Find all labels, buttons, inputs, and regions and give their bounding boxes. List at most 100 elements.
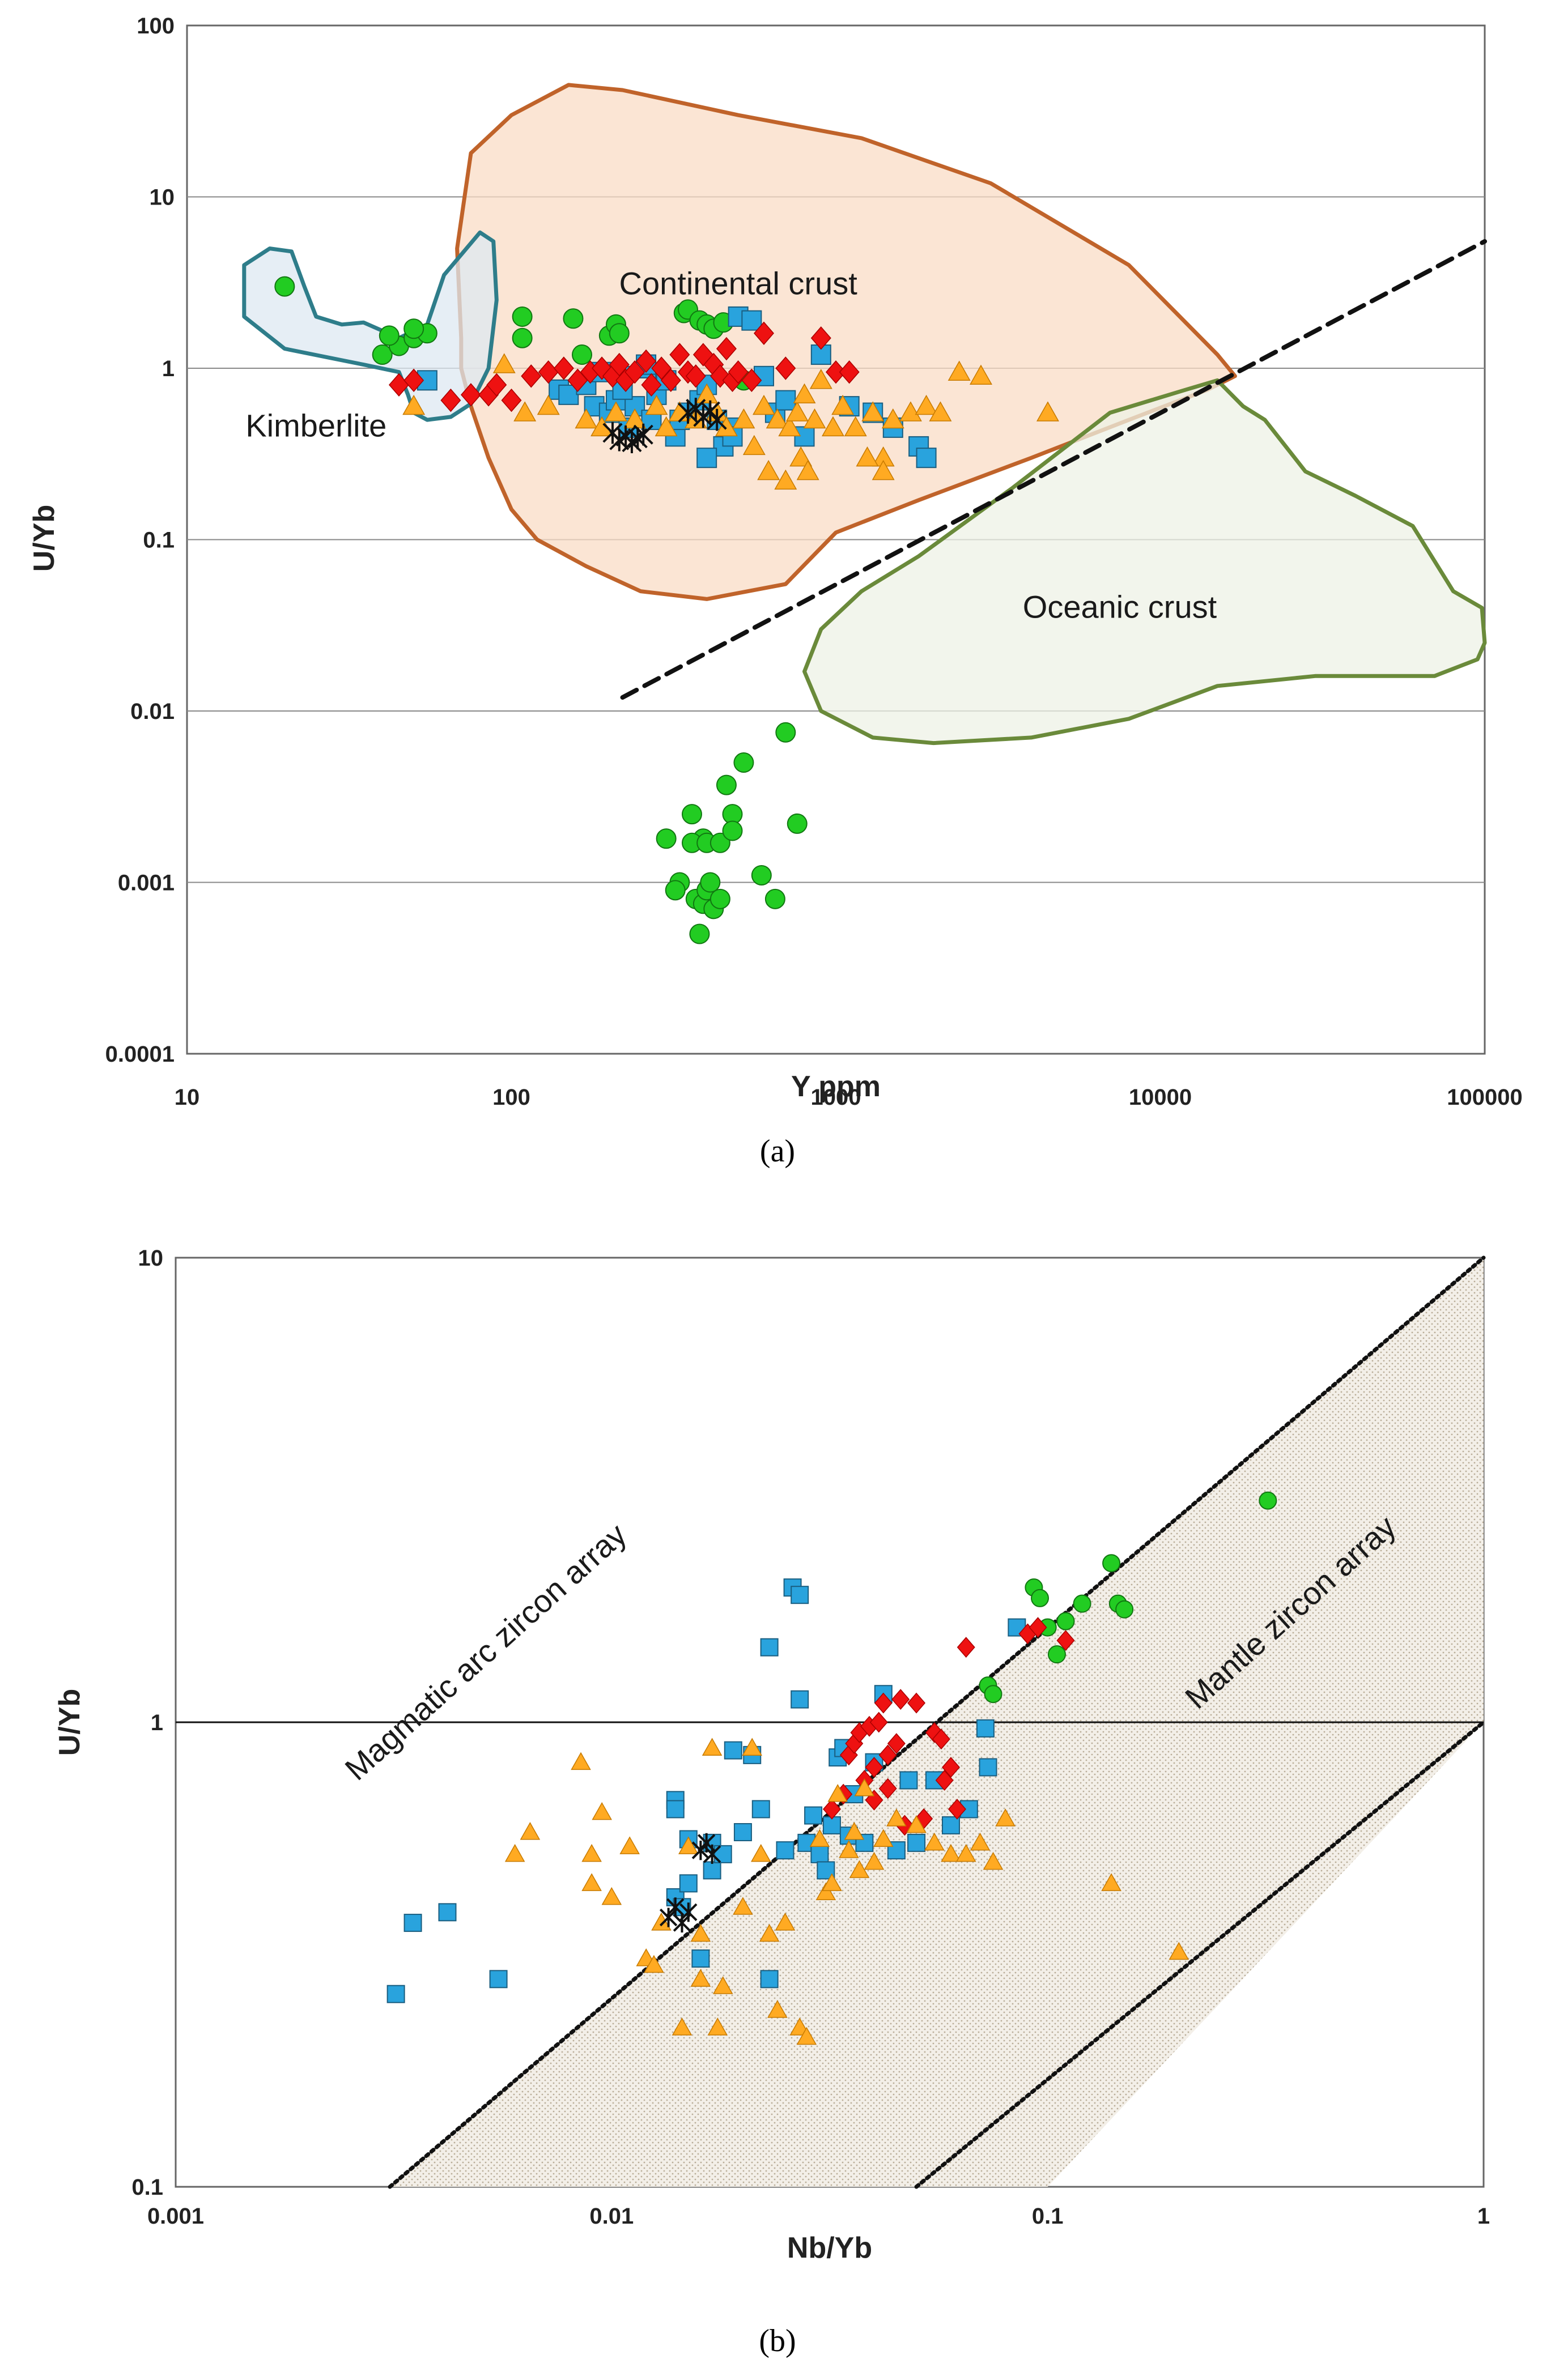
chart-a-point-triangle — [856, 446, 879, 467]
chart-a-point-diamond — [636, 349, 657, 373]
chart-a-point-diamond — [839, 360, 860, 384]
chart-b-point-triangle — [504, 1843, 525, 1862]
chart-b-point-triangle — [983, 1851, 1004, 1870]
chart-b-point-diamond — [948, 1799, 966, 1820]
chart-a-point-square — [741, 310, 762, 331]
chart-a-point-triangle — [695, 383, 719, 404]
chart-b-x-tick-label: 0.01 — [589, 2204, 634, 2229]
chart-a-point-circle — [379, 325, 400, 346]
chart-a-point-star — [633, 423, 653, 446]
chart-b-point-square — [386, 1985, 405, 2003]
chart-b-point-triangle — [702, 1738, 723, 1756]
chart-b-point-diamond — [932, 1728, 950, 1750]
chart-b-point-triangle — [864, 1851, 885, 1870]
chart-a-point-circle — [722, 820, 743, 841]
chart-a-point-circle — [709, 888, 730, 909]
chart-a-caption: (a) — [760, 1134, 795, 1169]
chart-a-point-circle — [700, 872, 721, 893]
chart-b-point-triangle — [839, 1840, 859, 1858]
chart-b-point-circle — [1031, 1589, 1050, 1607]
chart-a-point-circle — [563, 308, 584, 329]
chart-a-point-triangle — [774, 469, 797, 490]
chart-a-point-diamond — [728, 360, 749, 384]
chart-a-region-oceanic-crust — [802, 378, 1487, 746]
chart-a-x-tick-label: 100000 — [1447, 1085, 1522, 1110]
chart-b-point-square — [760, 1638, 779, 1657]
chart-b-point-circle — [1056, 1612, 1075, 1630]
chart-b-point-triangle — [520, 1821, 541, 1840]
chart-a-point-circle — [609, 323, 630, 344]
chart-a-point-diamond — [741, 368, 762, 393]
chart-b-point-square — [979, 1758, 997, 1777]
chart-b-point-square — [724, 1741, 742, 1760]
chart-b-point-star — [666, 1897, 685, 1917]
chart-b-point-square — [691, 1949, 710, 1968]
chart-a: 10 100 1000 10000 100000 0.0001 0.001 0.01 0.1 1 1… — [28, 14, 1523, 1169]
chart-a-y-tick-label: 0.0001 — [105, 1042, 175, 1067]
chart-b-point-triangle — [644, 1955, 664, 1973]
chart-a-point-triangle — [899, 401, 922, 421]
chart-a-point-triangle — [604, 401, 627, 421]
chart-b-point-star — [703, 1844, 721, 1864]
chart-a-region-labels: Continental crust Kimberlite Oceanic crust — [245, 266, 1217, 625]
chart-a-point-triangle — [742, 435, 766, 455]
chart-a-points — [274, 276, 1059, 944]
chart-b-point-triangle — [678, 1836, 699, 1854]
chart-a-point-diamond — [685, 364, 706, 388]
chart-b-point-circle — [984, 1685, 1002, 1704]
chart-b-point-circle — [1259, 1491, 1277, 1510]
chart-b-x-tick-label: 0.1 — [1032, 2204, 1064, 2229]
chart-b-point-diamond — [878, 1778, 897, 1799]
chart-b-point-triangle — [775, 1913, 796, 1931]
chart-b-point-circle — [1115, 1600, 1134, 1619]
chart-b-tick-labels: 0.001 0.01 0.1 1 0.1 1 10 — [131, 1246, 1490, 2229]
chart-b-point-square — [489, 1970, 508, 1989]
chart-a-point-diamond — [810, 326, 831, 350]
chart-b-point-diamond — [822, 1799, 841, 1820]
chart-b-point-triangle — [827, 1783, 848, 1802]
chart-a-point-triangle — [732, 408, 755, 429]
chart-a-point-diamond — [403, 368, 424, 393]
chart-b-point-triangle — [581, 1843, 602, 1862]
chart-b-point-square — [791, 1586, 809, 1604]
chart-a-point-circle — [274, 276, 295, 297]
chart-a-x-tick-label: 10000 — [1129, 1085, 1192, 1110]
chart-a-point-diamond — [486, 373, 507, 397]
chart-a-point-triangle — [929, 401, 952, 421]
chart-a-point-triangle — [821, 416, 844, 437]
chart-a-point-diamond — [440, 388, 461, 412]
chart-a-point-triangle — [645, 394, 668, 415]
chart-b-point-square — [976, 1719, 995, 1738]
chart-a-point-square — [916, 448, 937, 469]
chart-a-point-diamond — [651, 356, 672, 380]
chart-b-point-triangle — [742, 1738, 763, 1756]
chart-b-point-triangle — [767, 2000, 788, 2018]
chart-b-points — [386, 1491, 1277, 2045]
chart-a-crust-ocean-boundary — [620, 239, 1487, 700]
chart-b-point-triangle — [1101, 1873, 1121, 1891]
chart-b-y-tick-label: 10 — [138, 1246, 164, 1271]
chart-b-point-triangle — [849, 1860, 870, 1878]
chart-a-point-circle — [689, 923, 710, 944]
chart-a-point-triangle — [861, 401, 885, 421]
chart-b-point-square — [804, 1806, 823, 1825]
chart-b-point-star — [659, 1908, 678, 1927]
chart-b-point-square — [907, 1833, 926, 1852]
chart-a-point-circle — [372, 344, 393, 365]
chart-b-point-triangle — [651, 1913, 672, 1931]
chart-a-point-circle — [764, 888, 785, 909]
chart-b-point-triangle — [796, 2026, 817, 2045]
chart-a-point-triangle — [881, 408, 904, 429]
chart-b-point-diamond — [957, 1637, 975, 1658]
chart-b-point-square — [810, 1845, 829, 1863]
chart-b-point-triangle — [750, 1843, 771, 1862]
chart-a-y-axis-label: U/Yb — [28, 505, 61, 572]
chart-a-point-circle — [751, 865, 772, 885]
chart-b-point-square — [822, 1816, 841, 1834]
chart-b-point-square — [899, 1771, 918, 1790]
chart-a-point-diamond — [753, 321, 774, 345]
chart-a-tick-labels: 10 100 1000 10000 100000 0.0001 0.001 0.01 0.1 1 1… — [105, 14, 1523, 1110]
chart-a-x-tick-label: 100 — [492, 1085, 530, 1110]
chart-a-y-tick-label: 10 — [150, 185, 175, 210]
